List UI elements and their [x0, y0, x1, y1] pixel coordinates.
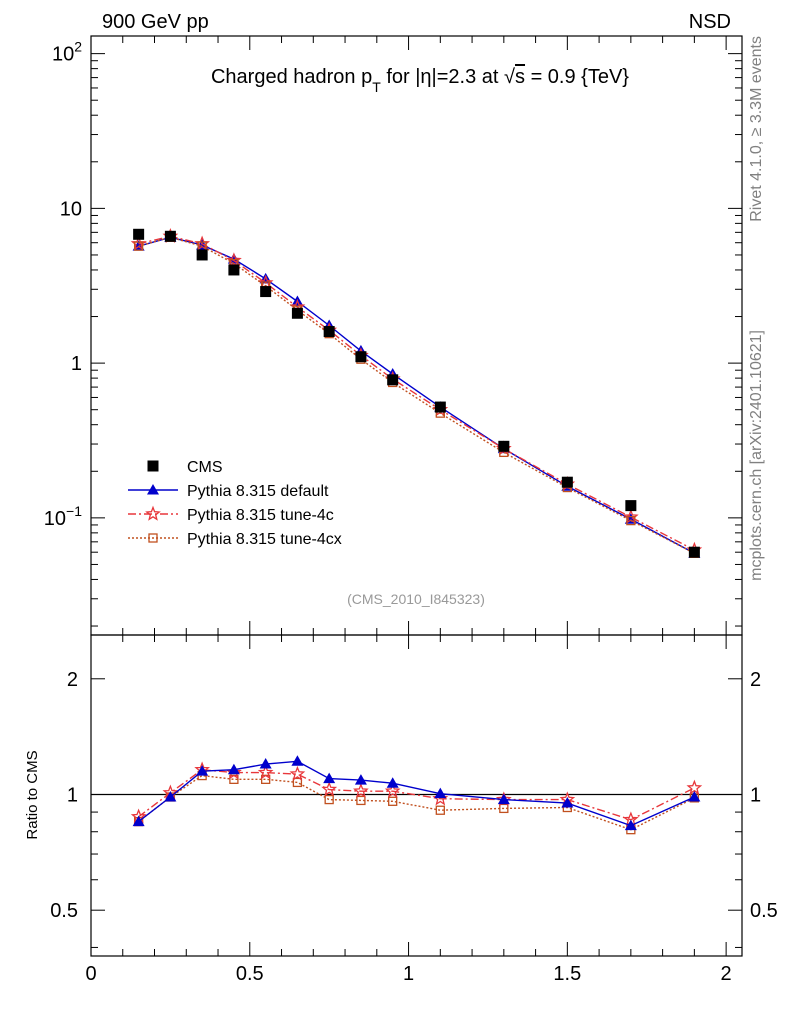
ratio-point: [321, 781, 338, 797]
legend-marker: [147, 484, 159, 495]
main-y-tick-label: 102: [52, 39, 82, 66]
main-y-tick-label: 10−1: [44, 503, 82, 530]
ratio-y-axis-label: Ratio to CMS: [24, 750, 41, 839]
ratio-point: [324, 794, 334, 805]
main-line-triangle-solid: [138, 236, 695, 554]
ratio-point: [164, 791, 177, 802]
ratio-point: [497, 793, 510, 805]
main-point: [561, 476, 573, 488]
x-tick-labels: 0 0.5 1 1.5 2: [85, 963, 731, 985]
main-y-tick-label: 10: [60, 198, 82, 220]
main-series-group: [130, 228, 703, 558]
legend-label: Pythia 8.315 default: [187, 483, 329, 500]
legend-marker: [148, 533, 158, 543]
ratio-y-tick-label-left: 1: [67, 784, 78, 806]
x-tick-label: 1: [403, 963, 414, 985]
ratio-line-star-dashdot: [138, 768, 695, 821]
ratio-y-tick-label-right: 0.5: [750, 900, 778, 922]
main-point: [623, 508, 639, 524]
ratio-point: [227, 763, 240, 775]
legend-marker: [147, 460, 159, 472]
main-point: [626, 515, 636, 526]
ratio-y-tick-labels: 2 2 1 1 0.5 0.5: [50, 669, 778, 922]
legend-item: Pythia 8.315 tune-4c: [128, 505, 334, 524]
ratio-point: [624, 819, 637, 831]
main-point: [260, 286, 272, 298]
x-tick-label: 1.5: [553, 963, 581, 985]
ratio-series-group: [130, 755, 703, 835]
ratio-point: [196, 765, 209, 776]
legend-label: CMS: [187, 459, 223, 476]
ratio-line-square-dotted: [138, 774, 695, 831]
main-point: [498, 440, 510, 452]
main-point: [387, 374, 399, 386]
ratio-y-tick-label-right: 1: [750, 784, 761, 806]
rivet-version-label: Rivet 4.1.0, ≥ 3.3M events: [748, 36, 765, 222]
ratio-point: [688, 791, 701, 802]
ratio-point: [356, 795, 366, 806]
main-axis-ticks: [90, 36, 742, 635]
legend: CMS Pythia 8.315 default Pythia 8.315 tune…: [128, 459, 342, 548]
analysis-watermark: (CMS_2010_I845323): [347, 591, 485, 607]
ratio-point: [132, 815, 145, 827]
ratio-point: [686, 779, 703, 795]
ratio-panel: 2 2 1 1 0.5 0.5 Ratio to CMS 0 0.5 1 1.5 2: [24, 634, 778, 985]
ratio-series-square-dotted: [133, 770, 700, 835]
legend-item: Pythia 8.315 tune-4cx: [128, 531, 342, 548]
main-point: [225, 252, 242, 268]
ratio-point: [354, 774, 367, 785]
main-point: [688, 546, 700, 558]
ratio-point: [323, 772, 336, 784]
ratio-line-triangle-solid: [138, 760, 695, 827]
ratio-point: [259, 758, 272, 769]
main-point: [164, 230, 176, 242]
ratio-point: [257, 764, 274, 780]
main-point: [323, 326, 335, 338]
main-plot-title: Charged hadron pT for |η|=2.3 at √s = 0.…: [211, 66, 629, 95]
legend-item: CMS: [147, 459, 223, 476]
ratio-point: [561, 797, 574, 808]
ratio-y-tick-label-left: 0.5: [50, 900, 78, 922]
ratio-point: [384, 782, 401, 798]
legend-item: Pythia 8.315 default: [128, 483, 329, 500]
main-point: [355, 351, 367, 363]
legend-label: Pythia 8.315 tune-4c: [187, 507, 334, 524]
main-point: [228, 264, 240, 276]
ratio-axis-ticks: [90, 635, 742, 956]
mcplots-label: mcplots.cern.ch [arXiv:2401.10621]: [748, 330, 765, 581]
main-point: [291, 307, 303, 319]
main-line-square-dotted: [138, 236, 695, 554]
header-left: 900 GeV pp: [102, 11, 209, 33]
main-point: [133, 241, 144, 251]
ratio-point: [292, 777, 303, 788]
main-point: [434, 401, 446, 413]
x-tick-label: 0.5: [236, 963, 264, 985]
main-point: [625, 500, 637, 512]
legend-label: Pythia 8.315 tune-4cx: [187, 531, 342, 548]
ratio-y-tick-label-left: 2: [67, 669, 78, 691]
ratio-point: [289, 765, 306, 781]
ratio-point: [291, 755, 304, 766]
main-series-data: [133, 228, 700, 558]
main-point: [133, 228, 145, 240]
main-y-tick-label: 1: [71, 353, 82, 375]
ratio-point: [386, 777, 399, 788]
ratio-plot-frame: [90, 634, 743, 957]
main-y-tick-labels: 102 10 1 10−1: [44, 39, 82, 530]
ratio-point: [435, 805, 445, 815]
main-point: [196, 249, 208, 261]
ratio-point: [434, 787, 447, 799]
ratio-point: [388, 796, 398, 806]
legend-marker: [145, 505, 161, 521]
main-panel: 102 10 1 10−1 Charged hadron pT for |η|=2.3…: [44, 35, 743, 636]
ratio-point: [352, 782, 369, 798]
ratio-point: [499, 803, 509, 814]
main-line-star-dashdot: [138, 235, 695, 551]
ratio-y-tick-label-right: 2: [750, 669, 761, 691]
ratio-series-triangle-solid: [132, 755, 701, 831]
x-tick-label: 2: [721, 963, 732, 985]
header-right: NSD: [689, 11, 731, 33]
x-tick-label: 0: [85, 963, 96, 985]
